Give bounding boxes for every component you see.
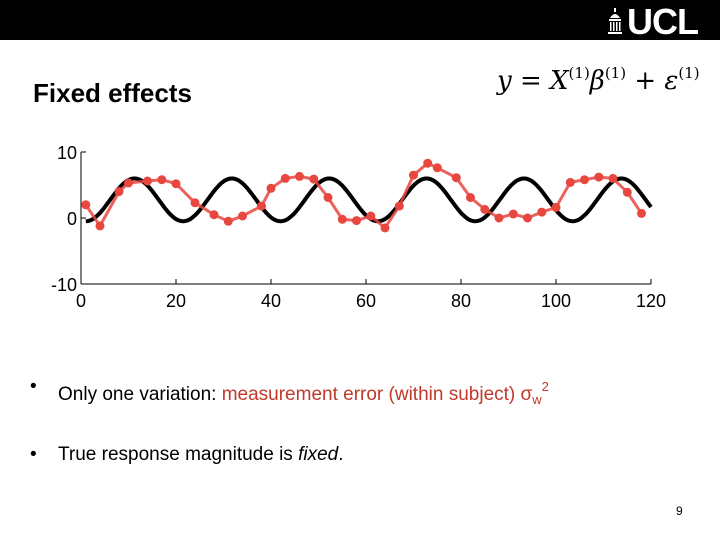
x-tick-label: 100 (541, 291, 571, 311)
measured-point (466, 193, 475, 202)
eq-eps-sup: (1) (678, 64, 700, 82)
measured-point (157, 175, 167, 185)
measured-point (451, 173, 461, 183)
measured-point (143, 176, 152, 186)
measured-point (494, 213, 504, 223)
measured-point (337, 214, 347, 224)
measured-point (114, 187, 124, 197)
measured-point (537, 207, 547, 217)
measured-point (190, 198, 200, 208)
eq-equals: = (511, 66, 551, 96)
measured-point (81, 200, 91, 210)
eq-plus: + (626, 66, 665, 96)
y-tick-label: -10 (51, 275, 77, 295)
bullet-marker: • (30, 444, 37, 465)
eq-beta-sup: (1) (604, 64, 627, 82)
bullet-1-sub: w (532, 392, 542, 407)
measured-point (508, 209, 518, 219)
y-tick-label: 0 (67, 209, 77, 229)
measured-point (594, 172, 604, 182)
slide-title: Fixed effects (33, 78, 192, 108)
eq-x-sup: (1) (568, 64, 590, 82)
measured-point (480, 204, 490, 214)
measured-point (380, 223, 390, 233)
x-tick-label: 120 (636, 291, 666, 311)
measured-point (238, 211, 247, 221)
bullet-1: • Only one variation: measurement error … (30, 374, 549, 413)
measured-point (124, 178, 133, 188)
measured-point (523, 213, 532, 223)
measured-point (257, 201, 266, 211)
logo-text: UCL (627, 1, 699, 42)
measured-point (622, 187, 632, 197)
eq-beta: β (589, 66, 605, 96)
measured-point (223, 216, 233, 226)
measured-line (84, 161, 643, 230)
x-tick-label: 20 (166, 291, 186, 311)
measured-point (209, 210, 219, 220)
response-chart: 100-100 20 40 60 80 100 120 (51, 143, 666, 311)
bullet-marker: • (30, 376, 37, 397)
bullet-2-suffix: . (338, 444, 344, 465)
measured-point (423, 158, 433, 168)
measured-point (637, 208, 646, 218)
bullet-1-highlight: measurement error (within subject) σ (221, 384, 533, 405)
bullet-2-emph: fixed (298, 444, 339, 465)
portico-icon (608, 8, 622, 34)
bullet-2: • True response magnitude is fixed. (30, 442, 344, 468)
bullet-1-prefix: Only one variation: (58, 384, 222, 405)
measured-point (565, 177, 575, 187)
measured-point (95, 221, 105, 231)
measured-point (295, 171, 304, 181)
x-tick-label: 80 (451, 291, 471, 311)
measured-point (551, 202, 561, 212)
measured-point (394, 201, 404, 211)
eq-epsilon: ε (664, 66, 679, 96)
eq-y: y (497, 66, 512, 96)
ucl-logo: UCL (607, 1, 699, 42)
bullet-1-sup: 2 (541, 379, 549, 394)
eq-x: X (550, 66, 569, 96)
top-bar: UCL (0, 0, 720, 40)
measured-point (352, 216, 361, 226)
bullet-2-prefix: True response magnitude is (58, 444, 299, 465)
equation: y = X(1)β(1) + ε(1) (497, 64, 700, 96)
measured-point (266, 183, 276, 193)
measured-point (608, 173, 618, 183)
measured-point (432, 163, 442, 173)
measured-point (323, 193, 333, 202)
measured-point (580, 175, 589, 185)
measured-point (280, 173, 290, 183)
page-number: 9 (676, 504, 683, 518)
x-tick-label: 0 (76, 291, 86, 311)
measured-point (409, 170, 418, 180)
measured-point (171, 179, 181, 189)
x-tick-label: 60 (356, 291, 376, 311)
x-tick-label: 40 (261, 291, 281, 311)
y-tick-label: 10 (57, 143, 77, 163)
measured-point (309, 174, 319, 184)
measured-point (366, 211, 376, 221)
